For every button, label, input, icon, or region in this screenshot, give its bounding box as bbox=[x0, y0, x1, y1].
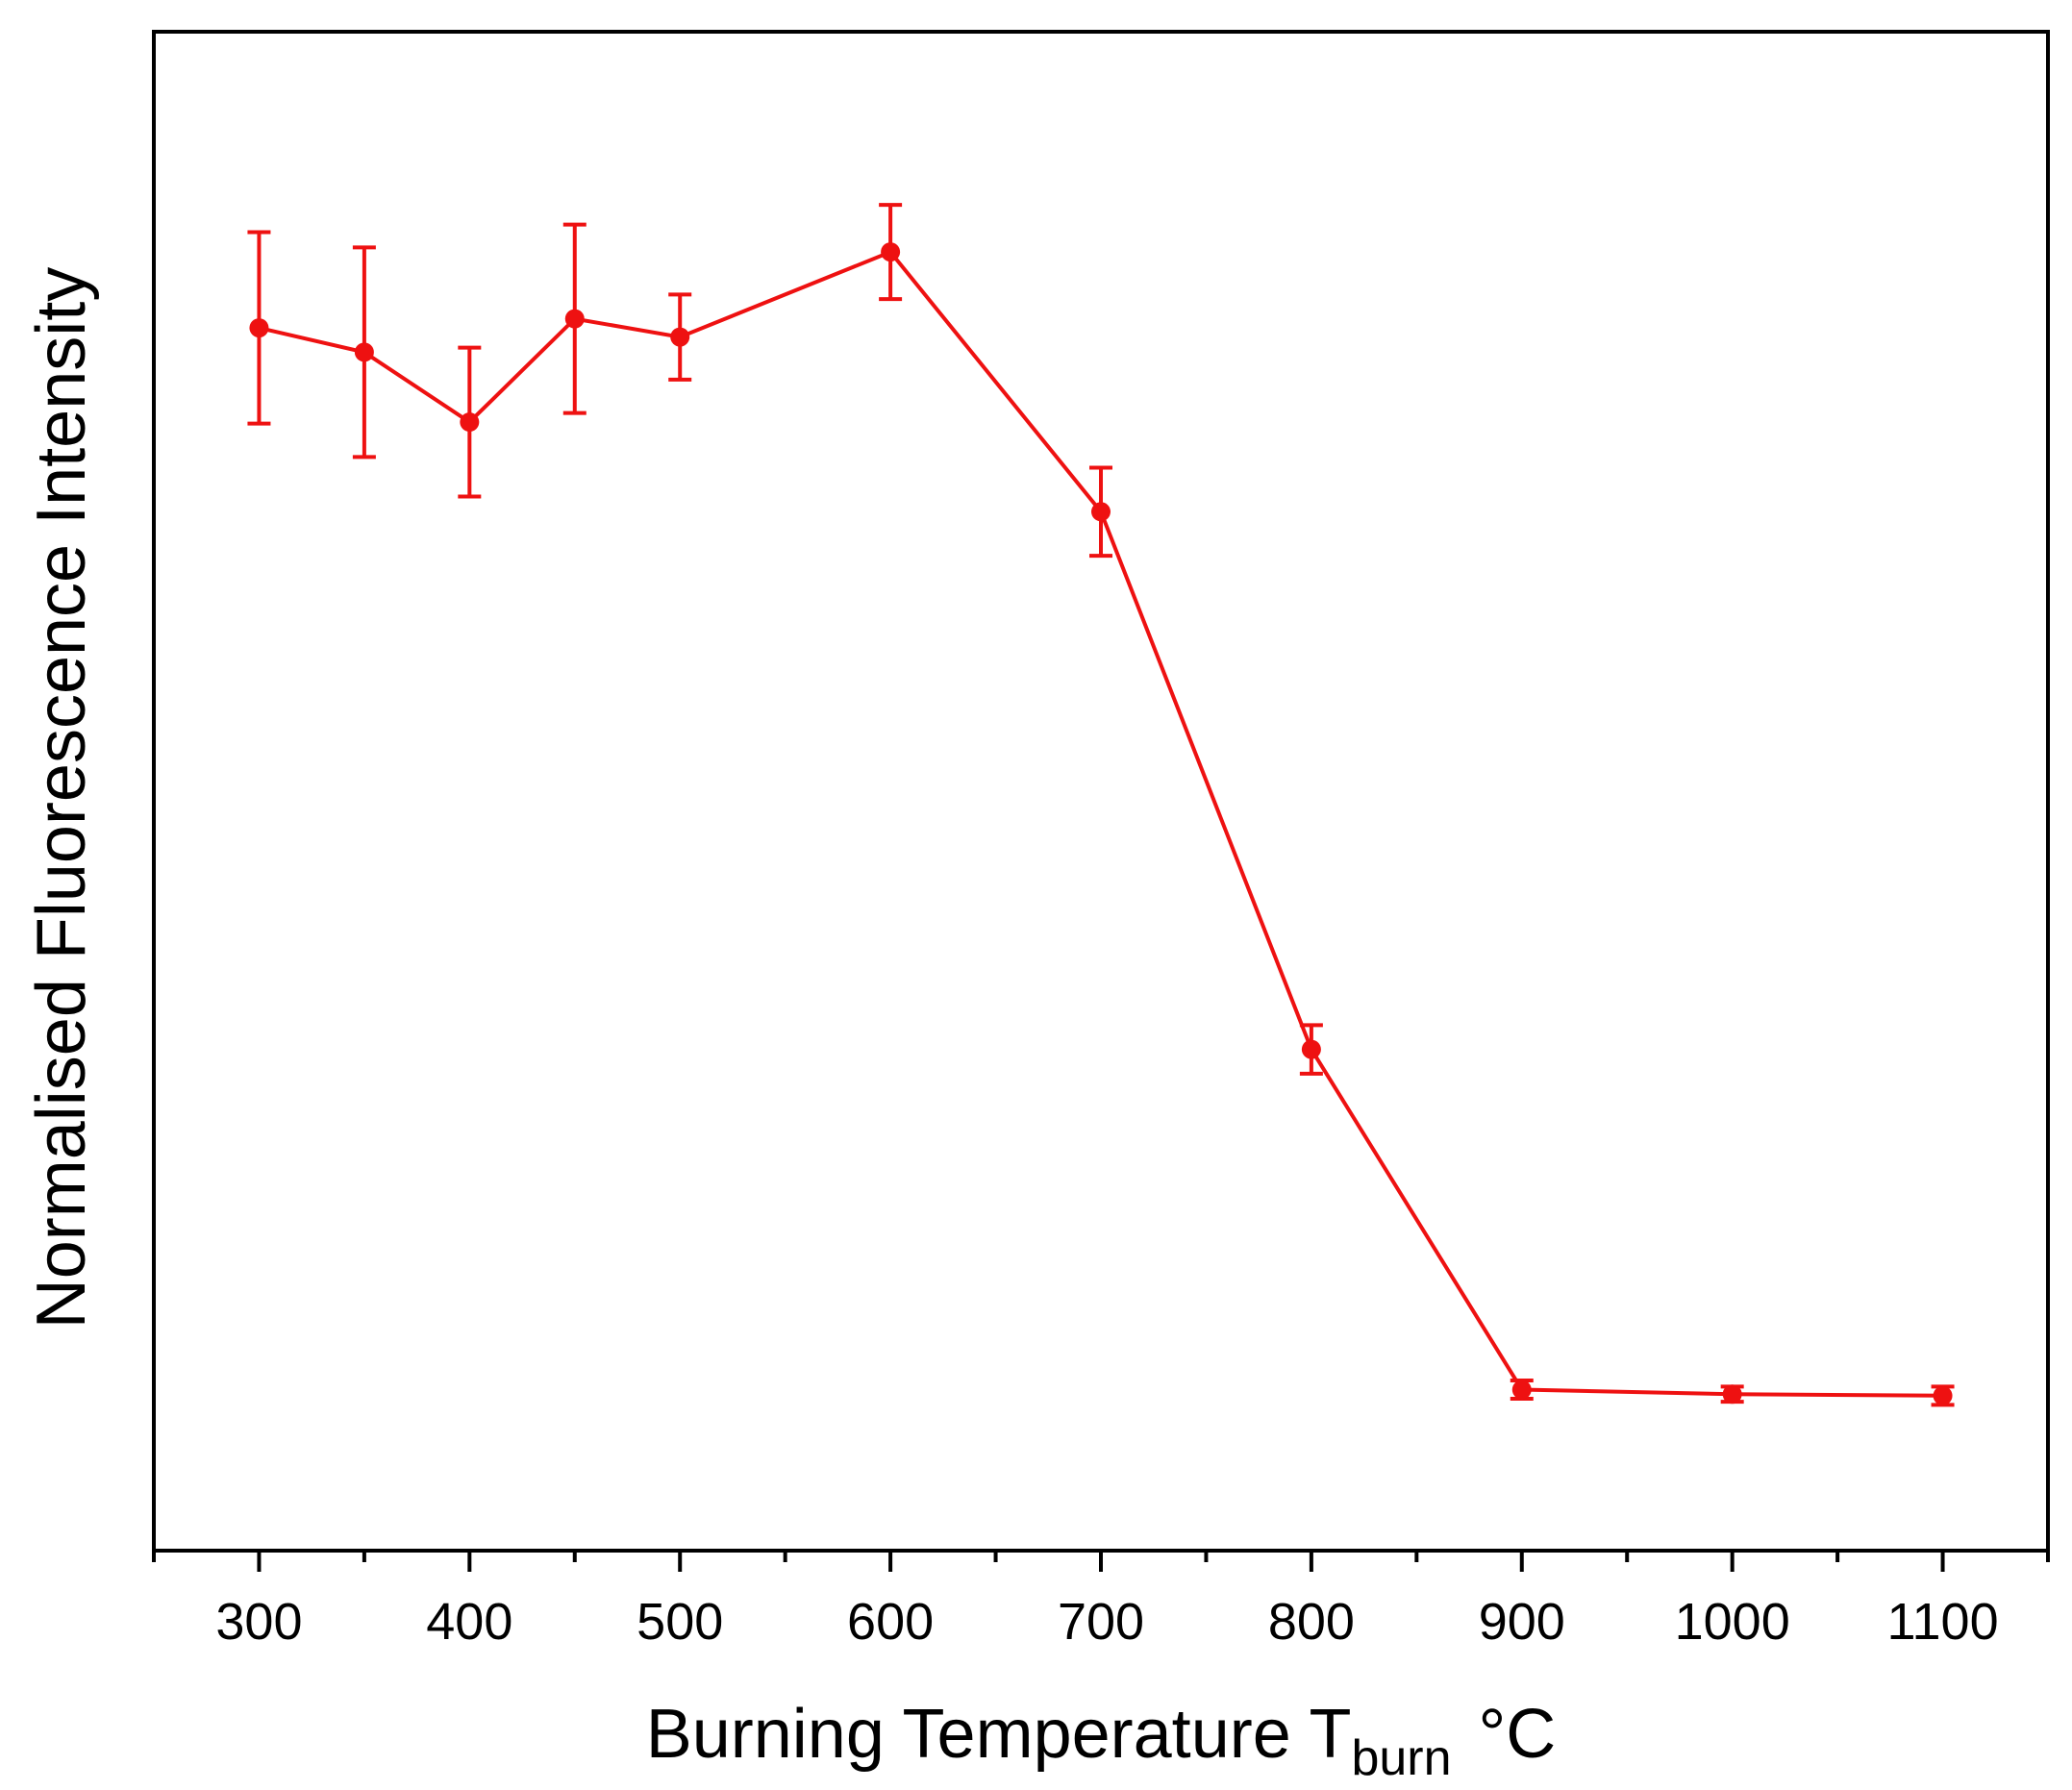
x-tick-label: 800 bbox=[1268, 1593, 1355, 1651]
x-tick-label: 600 bbox=[847, 1593, 934, 1651]
data-point bbox=[460, 412, 480, 433]
series-line bbox=[258, 249, 1943, 1398]
x-axis-ticks: 300 400 500 600 700 800 900 1000 1100 bbox=[152, 1551, 2050, 1651]
x-tick-label: 900 bbox=[1479, 1593, 1565, 1651]
data-point bbox=[1933, 1385, 1953, 1405]
series-layer bbox=[247, 203, 1955, 1407]
data-point bbox=[1091, 502, 1111, 522]
data-point bbox=[354, 342, 374, 362]
x-axis-title-main: Burning Temperature T bbox=[646, 1696, 1352, 1773]
data-point bbox=[1301, 1039, 1321, 1059]
x-tick-label: 500 bbox=[637, 1593, 723, 1651]
x-tick-label: 400 bbox=[426, 1593, 512, 1651]
x-tick-label: 300 bbox=[215, 1593, 302, 1651]
data-point bbox=[1722, 1384, 1742, 1405]
x-axis-title-subscript: burn bbox=[1351, 1730, 1451, 1786]
data-point bbox=[881, 242, 901, 262]
data-point bbox=[670, 327, 690, 347]
data-point bbox=[1511, 1380, 1532, 1400]
data-point bbox=[564, 309, 585, 329]
x-tick-label: 700 bbox=[1058, 1593, 1144, 1651]
data-point bbox=[249, 318, 269, 338]
plot-frame bbox=[152, 30, 2050, 1553]
x-tick-label: 1100 bbox=[1886, 1593, 1998, 1651]
x-axis-title: Burning Temperature Tburn °C bbox=[646, 1696, 1557, 1786]
x-tick-label: 1000 bbox=[1675, 1593, 1790, 1651]
y-axis-title: Normalised Fluorescence Intensity bbox=[23, 267, 100, 1329]
x-axis-title-unit: °C bbox=[1479, 1696, 1557, 1773]
